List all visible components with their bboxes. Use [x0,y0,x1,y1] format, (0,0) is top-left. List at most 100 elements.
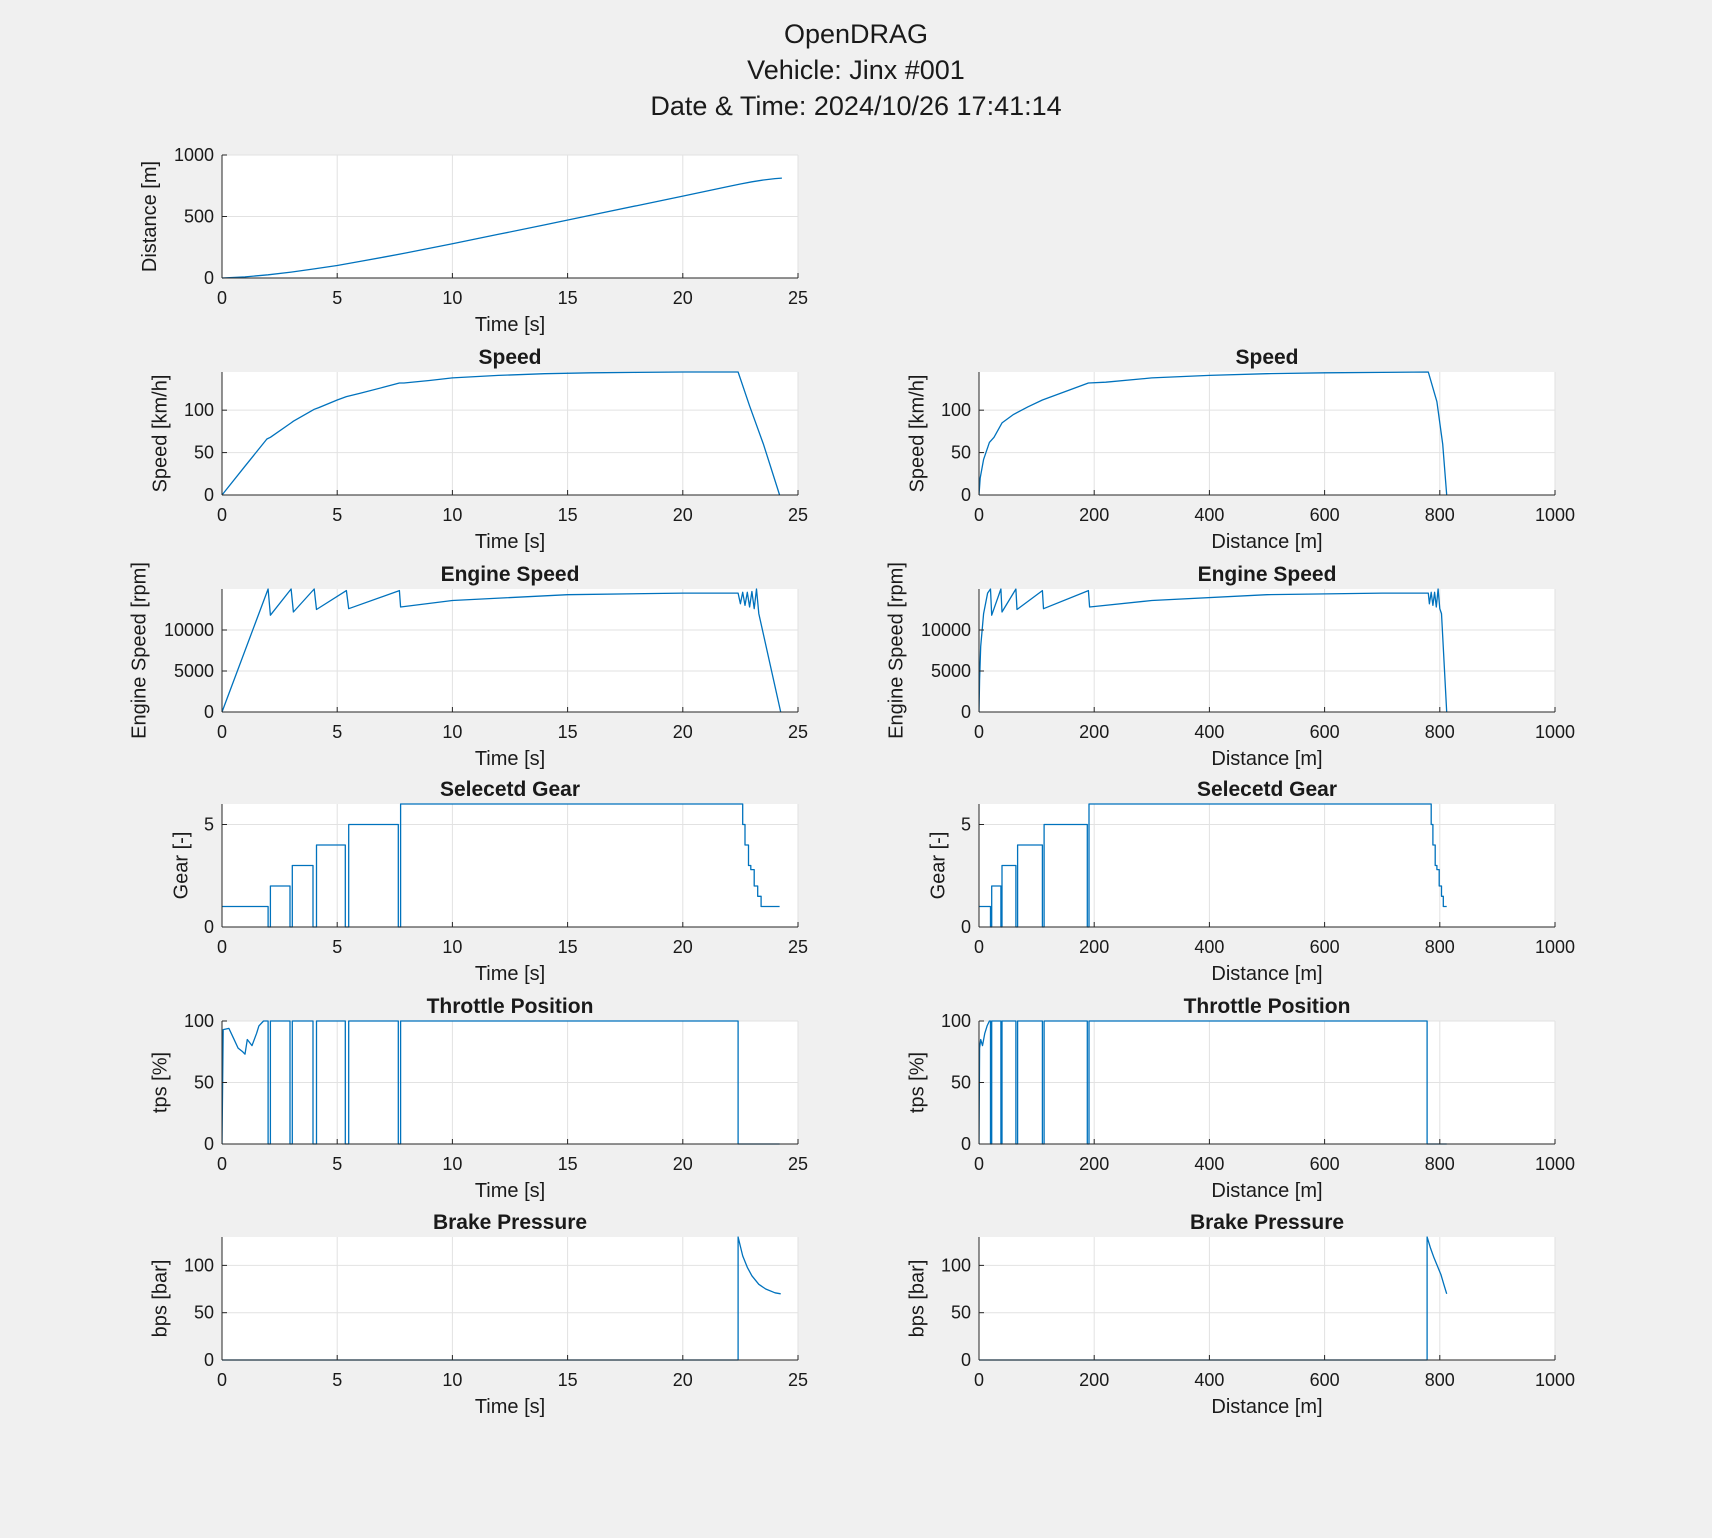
x-tick-label: 10 [442,505,462,525]
subplot-speed-dist: 0 200 400 600 800 1000 0 50 100 Distance [m] Speed… [907,346,1576,553]
x-tick-label: 25 [788,722,808,742]
x-tick-label: 10 [442,1154,462,1174]
y-axis-label: bps [bar] [907,1260,929,1338]
x-tick-label: 0 [974,1370,984,1390]
x-tick-label: 15 [558,1370,578,1390]
x-tick-label: 0 [217,937,227,957]
x-axis-label: Distance [m] [1211,1180,1322,1202]
x-axis-label: Time [s] [475,1180,545,1202]
subplot-bps-time: 0 5 10 15 20 25 0 50 100 Time [s] bps [bar] Brake P… [150,1211,809,1418]
x-tick-label: 200 [1079,937,1109,957]
y-tick-label: 100 [184,1255,214,1275]
subplot-tps-time: 0 5 10 15 20 25 0 50 100 Time [s] tps [%] Throttle … [150,995,809,1202]
y-tick-label: 5 [961,815,971,835]
y-tick-label: 10000 [921,620,971,640]
x-axis-label: Distance [m] [1211,531,1322,553]
y-tick-label: 5000 [174,661,214,681]
x-tick-label: 1000 [1535,1154,1575,1174]
x-tick-label: 20 [673,1154,693,1174]
series-line-speed [979,371,1448,496]
y-axis-label: tps [%] [150,1052,172,1113]
x-axis-label: Distance [m] [1211,963,1322,985]
x-tick-label: 400 [1194,722,1224,742]
series-line-gear [222,803,780,928]
subplot-rpm-time: 0 5 10 15 20 25 0 5000 10000 Time [s] Engine Speed… [129,562,809,770]
subplot-title: Brake Pressure [433,1211,587,1234]
x-tick-label: 800 [1425,505,1455,525]
x-tick-label: 400 [1194,505,1224,525]
y-axis-label: Engine Speed [rpm] [129,562,151,739]
subplot-title: Throttle Position [1184,995,1351,1018]
y-tick-label: 50 [194,1073,214,1093]
y-tick-label: 50 [194,443,214,463]
plot-area [979,589,1555,712]
x-axis-label: Time [s] [475,748,545,770]
figure-title-line-2: Vehicle: Jinx #001 [747,55,965,85]
x-axis-label: Time [s] [475,531,545,553]
x-tick-label: 0 [217,505,227,525]
x-tick-label: 15 [558,505,578,525]
x-axis-label: Time [s] [475,1396,545,1418]
y-tick-label: 0 [961,702,971,722]
x-tick-label: 200 [1079,722,1109,742]
y-axis-label: Distance [m] [139,161,161,272]
plot-area [222,589,798,712]
subplot-title: Selecetd Gear [440,778,580,801]
subplot-tps-dist: 0 200 400 600 800 1000 0 50 100 Distance [m] tps [… [907,995,1576,1202]
x-tick-label: 10 [442,722,462,742]
subplot-title: Engine Speed [1198,563,1337,586]
y-tick-label: 100 [941,1255,971,1275]
x-tick-label: 5 [332,937,342,957]
y-axis-label: tps [%] [907,1052,929,1113]
x-tick-label: 25 [788,1370,808,1390]
y-tick-label: 0 [204,702,214,722]
x-tick-label: 0 [974,505,984,525]
subplot-gear-time: 0 5 10 15 20 25 0 5 Time [s] Gear [-] Selecetd Gea… [171,778,809,985]
series-line-bps [979,1236,1448,1361]
x-tick-label: 800 [1425,1370,1455,1390]
x-axis-label: Time [s] [475,314,545,336]
series-line-distance [222,177,782,279]
series-line-bps [222,1236,781,1361]
x-tick-label: 20 [673,1370,693,1390]
x-tick-label: 0 [974,1154,984,1174]
subplot-title: Selecetd Gear [1197,778,1337,801]
x-tick-label: 1000 [1535,937,1575,957]
x-axis-label: Distance [m] [1211,748,1322,770]
x-tick-label: 0 [974,722,984,742]
y-tick-label: 0 [961,485,971,505]
y-tick-label: 0 [204,1134,214,1154]
x-tick-label: 200 [1079,1370,1109,1390]
y-tick-label: 500 [184,207,214,227]
x-tick-label: 800 [1425,1154,1455,1174]
x-axis-label: Distance [m] [1211,1396,1322,1418]
subplot-title: Throttle Position [427,995,594,1018]
x-tick-label: 800 [1425,722,1455,742]
subplot-title: Speed [478,346,541,369]
subplot-title: Engine Speed [441,563,580,586]
x-tick-label: 15 [558,722,578,742]
x-tick-label: 25 [788,505,808,525]
y-tick-label: 50 [951,1073,971,1093]
y-tick-label: 100 [184,1011,214,1031]
y-axis-label: Speed [km/h] [907,375,929,493]
x-tick-label: 400 [1194,937,1224,957]
x-tick-label: 600 [1310,1370,1340,1390]
x-tick-label: 20 [673,937,693,957]
subplot-title: Speed [1235,346,1298,369]
figure-title-line-1: OpenDRAG [784,19,928,49]
figure-title: OpenDRAG Vehicle: Jinx #001 Date & Time:… [650,19,1061,121]
y-tick-label: 50 [951,1303,971,1323]
x-tick-label: 25 [788,937,808,957]
y-tick-label: 0 [961,1350,971,1370]
y-tick-label: 0 [204,917,214,937]
y-tick-label: 0 [204,268,214,288]
x-tick-label: 15 [558,288,578,308]
x-tick-label: 5 [332,722,342,742]
subplot-dist-time: 0 5 10 15 20 25 0 500 1000 Time [s] Distance [m] [139,145,808,336]
x-tick-label: 20 [673,288,693,308]
x-tick-label: 15 [558,937,578,957]
x-tick-label: 10 [442,1370,462,1390]
x-tick-label: 0 [217,288,227,308]
y-tick-label: 1000 [174,145,214,165]
